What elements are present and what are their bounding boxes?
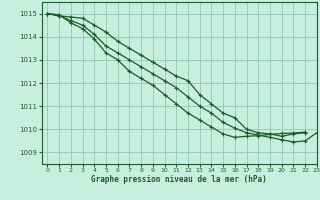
X-axis label: Graphe pression niveau de la mer (hPa): Graphe pression niveau de la mer (hPa) <box>91 175 267 184</box>
